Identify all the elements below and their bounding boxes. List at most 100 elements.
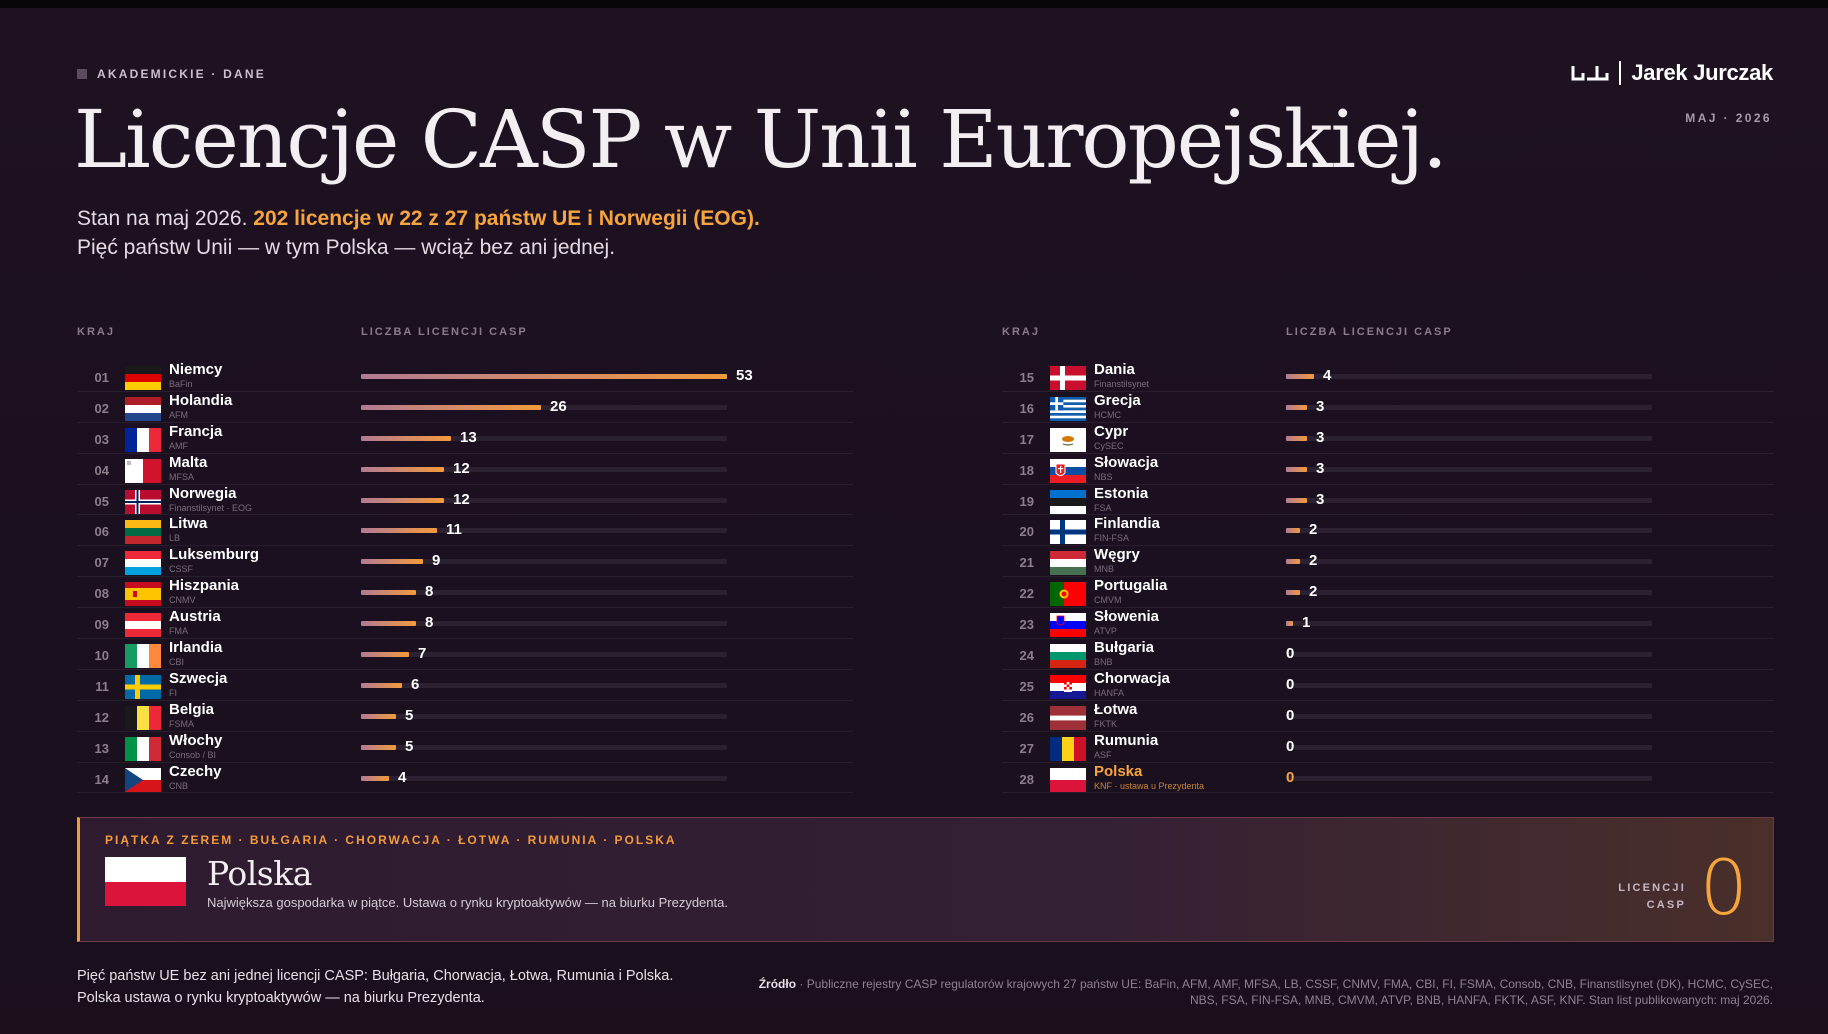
regulator-label: CBI xyxy=(169,657,185,668)
header-country: KRAJ xyxy=(1002,326,1040,338)
country-name: Estonia xyxy=(1094,484,1149,502)
value-label: 0 xyxy=(1286,645,1295,663)
regulator-label: CMVM xyxy=(1094,595,1122,606)
country-name: Włochy xyxy=(169,731,223,749)
country-name: Chorwacja xyxy=(1094,669,1170,687)
bar xyxy=(361,713,396,719)
regulator-label: CySEC xyxy=(1094,440,1124,451)
country-row-litwa: 06 Litwa LB 11 xyxy=(77,515,853,547)
mt-flag-icon xyxy=(125,458,161,483)
column-headers: KRAJ LICZBA LICENCJI CASP xyxy=(77,326,853,350)
regulator-label: AMF xyxy=(169,440,188,451)
bar xyxy=(361,744,396,750)
bar-track xyxy=(361,528,727,534)
poland-flag-icon xyxy=(105,857,186,906)
bar xyxy=(361,590,416,596)
header-country: KRAJ xyxy=(77,326,115,338)
regulator-label: FMA xyxy=(169,626,188,637)
dk-flag-icon xyxy=(1050,366,1086,390)
rank-label: 15 xyxy=(1019,370,1034,385)
bar xyxy=(1286,374,1314,379)
bar xyxy=(361,528,437,534)
callout-polska: PIĄTKA Z ZEREM · BUŁGARIA · CHORWACJA · … xyxy=(77,817,1774,942)
country-row-norwegia: 05 Norwegia Finanstilsynet · EOG 12 xyxy=(77,485,853,516)
rank-label: 22 xyxy=(1019,586,1034,602)
at-flag-icon xyxy=(125,613,161,638)
rank-label: 11 xyxy=(95,678,109,694)
top-border xyxy=(0,0,1828,8)
value-label: 0 xyxy=(1286,706,1295,724)
brand-separator xyxy=(1619,61,1622,85)
bar-track xyxy=(1286,374,1652,379)
source-label: Źródło xyxy=(758,977,797,991)
regulator-label: MFSA xyxy=(169,471,195,482)
rank-label: 10 xyxy=(94,648,109,664)
be-flag-icon xyxy=(125,705,161,730)
regulator-label: BNB xyxy=(1094,657,1113,668)
bar xyxy=(361,682,402,688)
country-row-chorwacja: 25 Chorwacja HANFA 0 xyxy=(1002,670,1774,701)
country-row-austria: 09 Austria FMA 8 xyxy=(77,608,853,640)
regulator-label: Finanstilsynet xyxy=(1094,379,1150,389)
rank-label: 24 xyxy=(1019,648,1034,664)
country-row-holandia: 02 Holandia AFM 26 xyxy=(77,392,853,423)
country-name: Słowacja xyxy=(1094,453,1159,471)
value-label: 8 xyxy=(425,614,434,632)
bar-track xyxy=(1286,621,1652,627)
value-label: 3 xyxy=(1316,459,1325,477)
bar-track xyxy=(1286,590,1652,596)
bar-track xyxy=(361,559,727,565)
regulator-label: CNB xyxy=(169,780,189,791)
regulator-label: BaFin xyxy=(169,379,193,389)
regulator-label: Consob / BI xyxy=(169,749,217,760)
country-row-portugalia: 22 Portugalia CMVM 2 xyxy=(1002,577,1774,609)
ranking-rows: 15 Dania Finanstilsynet 4 16 Grecja HCMC 3 17 Cyp… xyxy=(1002,361,1774,794)
bar-track xyxy=(361,682,727,688)
rank-label: 04 xyxy=(94,462,109,478)
bar-track xyxy=(1286,559,1652,565)
sk-flag-icon xyxy=(1050,458,1086,483)
value-label: 2 xyxy=(1309,552,1318,570)
bar xyxy=(361,497,444,503)
country-row-polska: 28 Polska KNF · ustawa u Prezydenta 0 xyxy=(1002,763,1774,794)
rank-label: 12 xyxy=(94,709,109,725)
callout-label-line2: CASP xyxy=(1646,899,1686,911)
callout-label-line1: LICENCJI xyxy=(1618,882,1686,894)
bar-track xyxy=(361,590,727,596)
subtitle-line1: Stan na maj 2026. 202 licencje w 22 z 27… xyxy=(77,204,760,233)
country-name: Cypr xyxy=(1094,422,1129,440)
country-row-rumunia: 27 Rumunia ASF 0 xyxy=(1002,732,1774,763)
hu-flag-icon xyxy=(1050,551,1086,576)
rank-label: 26 xyxy=(1019,709,1034,725)
ee-flag-icon xyxy=(1050,489,1086,514)
bar-track xyxy=(1286,466,1652,472)
regulator-label: FI xyxy=(169,687,177,698)
subtitle-line2: Pięć państw Unii — w tym Polska — wciąż … xyxy=(77,236,616,259)
header-count: LICZBA LICENCJI CASP xyxy=(361,326,528,338)
country-name: Polska xyxy=(1094,762,1143,780)
bar-track xyxy=(361,744,727,750)
subtitle: Stan na maj 2026. 202 licencje w 22 z 27… xyxy=(77,204,760,262)
rank-label: 28 xyxy=(1019,771,1034,787)
rank-label: 17 xyxy=(1019,431,1034,447)
country-name: Czechy xyxy=(169,762,222,780)
rank-label: 06 xyxy=(94,524,109,540)
rank-label: 13 xyxy=(94,740,109,756)
bar-track xyxy=(361,497,727,503)
source-text: · Publiczne rejestry CASP regulatorów kr… xyxy=(796,977,1773,1007)
country-row-finlandia: 20 Finlandia FIN-FSA 2 xyxy=(1002,515,1774,547)
column-headers: KRAJ LICZBA LICENCJI CASP xyxy=(1002,326,1774,350)
value-label: 4 xyxy=(1323,367,1332,384)
country-name: Luksemburg xyxy=(169,546,260,564)
value-label: 11 xyxy=(446,521,462,539)
country-row-estonia: 19 Estonia FSA 3 xyxy=(1002,485,1774,516)
bar-track xyxy=(1286,682,1652,688)
regulator-label: ASF xyxy=(1094,749,1112,760)
value-label: 12 xyxy=(453,490,470,508)
subtitle-highlight: 202 licencje w 22 z 27 państw UE i Norwe… xyxy=(253,207,760,230)
country-name: Francja xyxy=(169,422,223,440)
country-name: Szwecja xyxy=(169,669,228,687)
bg-flag-icon xyxy=(1050,644,1086,669)
eyebrow: AKADEMICKIE · DANE xyxy=(77,67,266,81)
rank-label: 08 xyxy=(94,586,109,602)
